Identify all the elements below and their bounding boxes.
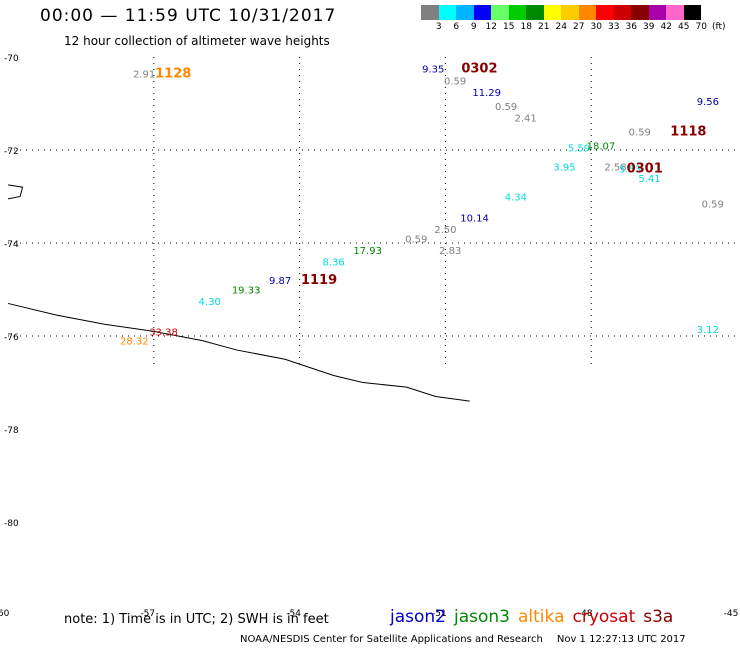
wave-height-label: 2.50 [434,225,456,236]
coastline-fragment [7,184,24,200]
scale-swatch-45 [666,5,684,20]
lat-label: -80 [4,519,19,529]
wave-height-label: 33.38 [149,327,178,338]
scale-swatch-6 [438,5,456,20]
wave-height-label: 2.83 [439,246,461,257]
color-scale-labels: 3 6 9 12 15 18 21 24 27 30 33 36 39 42 45 70 (ft) [421,22,736,32]
wave-height-label: 10.14 [460,213,489,224]
lat-label: -76 [4,333,19,343]
wave-height-label: 5.53 [619,165,641,176]
wave-height-label: 2.58 [604,162,626,173]
scale-label-42: 42 [660,22,672,32]
wave-height-label: 0.59 [629,127,651,138]
scale-label-21: 21 [538,22,550,32]
scale-swatch-12 [473,5,491,20]
lat-label: -78 [4,426,19,436]
scale-swatch-18 [508,5,526,20]
lon-label: -60 [0,609,10,619]
scale-label-33: 33 [608,22,620,32]
color-scale: 3 6 9 12 15 18 21 24 27 30 33 36 39 42 45 70 (ft) [421,5,736,35]
wave-height-label: 4.30 [199,297,221,308]
wave-height-label: 0.59 [405,234,427,245]
legend-cryosat: cryosat [572,607,636,627]
wave-height-label: 3.95 [553,162,575,173]
generated-timestamp: Nov 1 12:27:13 UTC 2017 [556,634,686,645]
lat-label: -70 [4,54,19,64]
map-title: 00:00 — 11:59 UTC 10/31/2017 [40,6,337,26]
wave-height-label: 2.41 [514,113,536,124]
wave-height-label: 11.29 [472,88,501,99]
pass-time-label: 1119 [301,273,337,288]
scale-label-9: 9 [470,22,477,32]
scale-swatch-3 [421,5,439,20]
credit-text: NOAA/NESDIS Center for Satellite Applica… [240,634,543,645]
legend-altika: altika [518,607,565,627]
scale-label-70: 70 [695,22,707,32]
lat-label: -74 [4,240,19,250]
pass-time-label: 0301 [627,162,663,177]
coastline [7,302,470,402]
lon-label: -57 [140,609,155,619]
scale-label-15: 15 [503,22,515,32]
scale-label-30: 30 [590,22,602,32]
scale-swatch-9 [456,5,474,20]
scale-label-12: 12 [485,22,497,32]
wave-height-label: 4.34 [505,193,527,204]
scale-label-24: 24 [555,22,567,32]
legend-jason2: jason2 [390,607,446,627]
lon-label: -54 [286,609,301,619]
color-scale-bar [421,5,736,20]
scale-label-6: 6 [453,22,460,32]
scale-swatch-39 [631,5,649,20]
wave-height-label: 9.87 [269,276,291,287]
scale-label-39: 39 [643,22,655,32]
scale-label-36: 36 [625,22,637,32]
scale-swatch-70 [683,5,701,20]
wave-height-label: 17.93 [353,246,382,257]
scale-swatch-42 [648,5,666,20]
scale-swatch-33 [596,5,614,20]
scale-swatch-30 [578,5,596,20]
wave-height-label: 9.56 [697,97,719,108]
wave-height-label: 8.36 [322,258,344,269]
pass-time-label: 1128 [155,66,191,81]
scale-label-3: 3 [435,22,442,32]
lon-label: -48 [578,609,593,619]
lon-label: -51 [432,609,447,619]
pass-time-label: 0302 [461,62,497,77]
satellite-legend: jason2 jason3 altika cryosat s3a [390,607,681,627]
wave-height-label: 3.12 [697,325,719,336]
lon-label: -45 [724,609,739,619]
wave-height-label: 0.59 [444,76,466,87]
wave-height-label: 2.91 [133,69,155,80]
scale-swatch-36 [613,5,631,20]
footer-note: note: 1) Time is in UTC; 2) SWH is in fe… [64,612,329,627]
scale-swatch-15 [491,5,509,20]
map-subtitle: 12 hour collection of altimeter wave hei… [64,34,330,48]
lat-label: -72 [4,147,19,157]
wave-height-label: 9.35 [422,65,444,76]
scale-swatch-27 [561,5,579,20]
scale-swatch-24 [543,5,561,20]
wave-height-label: 5.41 [638,174,660,185]
pass-time-label: 1118 [670,124,706,139]
wave-height-label: 28.32 [120,337,149,348]
scale-label-18: 18 [520,22,532,32]
scale-label-45: 45 [678,22,690,32]
wave-height-label: 5.59 [568,144,590,155]
wave-height-label: 0.59 [702,199,724,210]
scale-unit: (ft) [711,22,726,32]
wave-height-label: 18.07 [587,141,616,152]
scale-swatch-21 [526,5,544,20]
wave-height-label: 0.59 [495,102,517,113]
credit-line: NOAA/NESDIS Center for Satellite Applica… [240,634,686,645]
wave-height-label: 19.33 [232,286,261,297]
legend-jason3: jason3 [454,607,510,627]
scale-label-27: 27 [573,22,585,32]
legend-s3a: s3a [643,607,674,627]
